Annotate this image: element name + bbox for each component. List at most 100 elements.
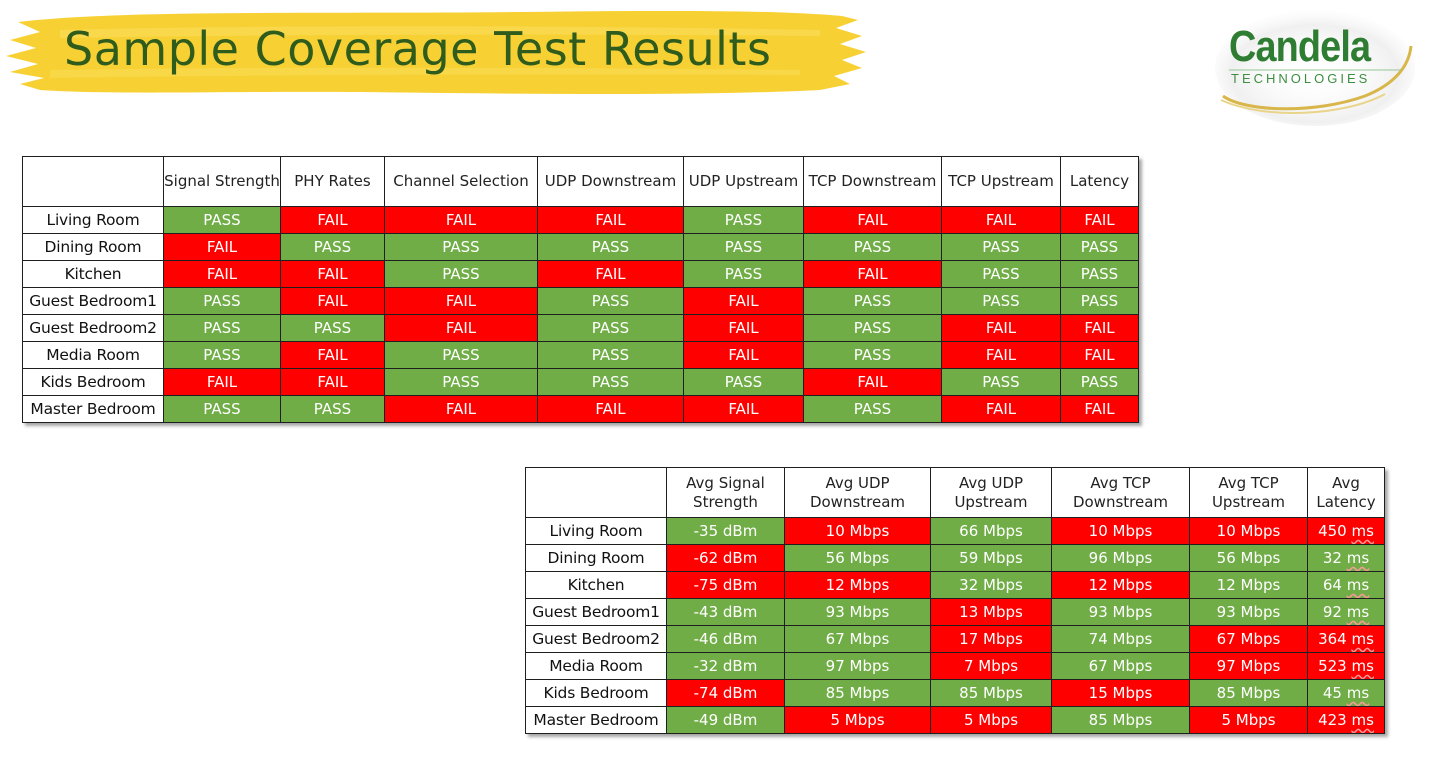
average-value-cell: 97 Mbps <box>784 652 931 680</box>
average-value-cell: 56 Mbps <box>784 544 931 572</box>
room-label: Guest Bedroom1 <box>22 287 164 315</box>
average-value-cell: 85 Mbps <box>784 679 931 707</box>
result-cell-fail: FAIL <box>1060 314 1139 342</box>
result-cell-fail: FAIL <box>384 206 538 234</box>
result-cell-fail: FAIL <box>280 341 385 369</box>
average-value-cell: 12 Mbps <box>784 571 931 599</box>
averages-col-header-avg-tcp-downstream: Avg TCP Downstream <box>1051 467 1190 518</box>
result-cell-pass: PASS <box>803 233 942 261</box>
average-value-cell: -35 dBm <box>666 517 785 545</box>
room-label: Master Bedroom <box>525 706 667 734</box>
table-row: Dining Room -62 dBm 56 Mbps 59 Mbps 96 Mbps 5… <box>525 544 1385 572</box>
result-cell-fail: FAIL <box>384 287 538 315</box>
average-value-cell: 56 Mbps <box>1189 544 1308 572</box>
pass-fail-col-header-phy-rates: PHY Rates <box>280 156 385 207</box>
table-row: Kids Bedroom FAIL FAIL PASS PASS PASS FAIL PASS… <box>22 368 1139 396</box>
result-cell-fail: FAIL <box>1060 206 1139 234</box>
average-value-cell: 96 Mbps <box>1051 544 1190 572</box>
average-value-cell: 97 Mbps <box>1189 652 1308 680</box>
room-label: Media Room <box>22 341 164 369</box>
average-value-cell: 67 Mbps <box>1051 652 1190 680</box>
room-label: Guest Bedroom2 <box>22 314 164 342</box>
result-cell-pass: PASS <box>683 260 804 288</box>
average-value-cell: -75 dBm <box>666 571 785 599</box>
result-cell-fail: FAIL <box>1060 341 1139 369</box>
result-cell-fail: FAIL <box>537 395 684 423</box>
room-label: Kids Bedroom <box>525 679 667 707</box>
unit-label: ms <box>1346 684 1370 702</box>
result-cell-pass: PASS <box>163 314 281 342</box>
brush-stroke-background <box>6 10 866 95</box>
result-cell-fail: FAIL <box>163 233 281 261</box>
average-value-cell: 12 Mbps <box>1051 571 1190 599</box>
result-cell-fail: FAIL <box>803 206 942 234</box>
pass-fail-col-header-latency: Latency <box>1060 156 1139 207</box>
average-value-cell: 85 Mbps <box>930 679 1052 707</box>
result-cell-fail: FAIL <box>683 314 804 342</box>
room-label: Dining Room <box>22 233 164 261</box>
result-cell-fail: FAIL <box>280 206 385 234</box>
room-label: Media Room <box>525 652 667 680</box>
pass-fail-col-header-tcp-downstream: TCP Downstream <box>803 156 942 207</box>
result-cell-pass: PASS <box>163 206 281 234</box>
average-value-cell: 93 Mbps <box>784 598 931 626</box>
result-cell-fail: FAIL <box>280 368 385 396</box>
average-value-cell: 45 ms <box>1307 679 1385 707</box>
result-cell-pass: PASS <box>683 368 804 396</box>
table-row: Master Bedroom -49 dBm 5 Mbps 5 Mbps 85 Mbps… <box>525 706 1385 734</box>
average-value-cell: 67 Mbps <box>784 625 931 653</box>
average-value-cell: 423 ms <box>1307 706 1385 734</box>
average-value-cell: 13 Mbps <box>930 598 1052 626</box>
pass-fail-body: Living Room PASS FAIL FAIL FAIL PASS FAIL FAIL F… <box>22 206 1139 423</box>
average-value-cell: -43 dBm <box>666 598 785 626</box>
average-value-cell: 10 Mbps <box>784 517 931 545</box>
result-cell-fail: FAIL <box>163 368 281 396</box>
room-label: Kitchen <box>525 571 667 599</box>
average-value-cell: 10 Mbps <box>1051 517 1190 545</box>
average-value-cell: 450 ms <box>1307 517 1385 545</box>
result-cell-pass: PASS <box>537 314 684 342</box>
unit-label: ms <box>1351 630 1374 648</box>
result-cell-pass: PASS <box>1060 260 1139 288</box>
result-cell-fail: FAIL <box>163 260 281 288</box>
unit-label: ms <box>1346 549 1370 567</box>
average-value-cell: 12 Mbps <box>1189 571 1308 599</box>
average-value-cell: -74 dBm <box>666 679 785 707</box>
table-row: Guest Bedroom1 PASS FAIL FAIL PASS FAIL PASS PA… <box>22 287 1139 315</box>
average-value-cell: -62 dBm <box>666 544 785 572</box>
average-value-cell: 5 Mbps <box>930 706 1052 734</box>
result-cell-pass: PASS <box>163 341 281 369</box>
result-cell-pass: PASS <box>803 314 942 342</box>
averages-col-header-avg-latency: Avg Latency <box>1307 467 1385 518</box>
result-cell-pass: PASS <box>803 287 942 315</box>
averages-body: Living Room -35 dBm 10 Mbps 66 Mbps 10 Mbps 1… <box>525 517 1385 734</box>
result-cell-pass: PASS <box>384 260 538 288</box>
average-value-cell: 92 ms <box>1307 598 1385 626</box>
title-banner: Sample Coverage Test Results <box>0 0 880 105</box>
average-value-cell: 67 Mbps <box>1189 625 1308 653</box>
average-value-cell: 10 Mbps <box>1189 517 1308 545</box>
result-cell-fail: FAIL <box>384 314 538 342</box>
average-value-cell: -32 dBm <box>666 652 785 680</box>
room-label: Kitchen <box>22 260 164 288</box>
result-cell-pass: PASS <box>384 233 538 261</box>
average-value-cell: 74 Mbps <box>1051 625 1190 653</box>
result-cell-fail: FAIL <box>803 368 942 396</box>
result-cell-pass: PASS <box>1060 233 1139 261</box>
result-cell-pass: PASS <box>941 287 1061 315</box>
result-cell-fail: FAIL <box>280 260 385 288</box>
table-row: Kids Bedroom -74 dBm 85 Mbps 85 Mbps 15 Mbps… <box>525 679 1385 707</box>
result-cell-pass: PASS <box>537 287 684 315</box>
averages-table: Avg Signal Strength Avg UDP Downstream Avg… <box>525 467 1385 734</box>
unit-label: ms <box>1351 711 1374 729</box>
result-cell-fail: FAIL <box>941 314 1061 342</box>
room-label: Master Bedroom <box>22 395 164 423</box>
result-cell-pass: PASS <box>537 368 684 396</box>
result-cell-pass: PASS <box>163 395 281 423</box>
average-value-cell: 17 Mbps <box>930 625 1052 653</box>
result-cell-pass: PASS <box>280 314 385 342</box>
pass-fail-col-header-tcp-upstream: TCP Upstream <box>941 156 1061 207</box>
average-value-cell: 85 Mbps <box>1051 706 1190 734</box>
pass-fail-col-header-udp-downstream: UDP Downstream <box>537 156 684 207</box>
